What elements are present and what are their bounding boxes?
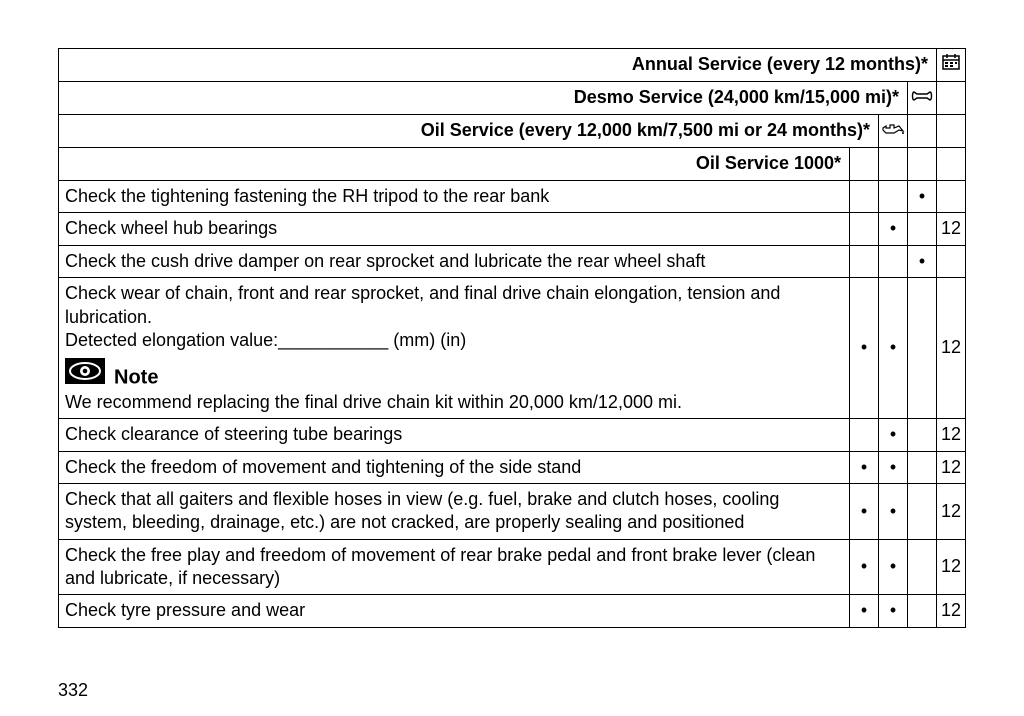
empty-cell <box>937 148 966 181</box>
note-text: We recommend replacing the final drive c… <box>65 392 682 412</box>
table-row: Check wheel hub bearings • 12 <box>59 213 966 245</box>
row-mark-c1: • <box>850 451 879 483</box>
table-row: Check clearance of steering tube bearing… <box>59 419 966 451</box>
row-mark-c3 <box>908 451 937 483</box>
row-mark-c1 <box>850 419 879 451</box>
row-mark-c4: 12 <box>937 419 966 451</box>
table-row: Check the free play and freedom of movem… <box>59 539 966 595</box>
oilcan-icon <box>881 120 905 140</box>
header-oil: Oil Service (every 12,000 km/7,500 mi or… <box>59 115 879 148</box>
empty-cell <box>850 148 879 181</box>
row-desc: Check wear of chain, front and rear spro… <box>59 278 850 419</box>
row-mark-c2: • <box>879 278 908 419</box>
row-mark-c1: • <box>850 539 879 595</box>
row-mark-c3 <box>908 595 937 627</box>
row-desc: Check tyre pressure and wear <box>59 595 850 627</box>
row-mark-c4: 12 <box>937 278 966 419</box>
row-desc-text: Check wear of chain, front and rear spro… <box>65 283 780 350</box>
header-desmo: Desmo Service (24,000 km/15,000 mi)* <box>59 82 908 115</box>
table-row: Check wear of chain, front and rear spro… <box>59 278 966 419</box>
row-desc: Check the cush drive damper on rear spro… <box>59 245 850 277</box>
row-mark-c2: • <box>879 483 908 539</box>
row-mark-c4: 12 <box>937 451 966 483</box>
header-desmo-icon-cell <box>908 82 937 115</box>
row-mark-c1 <box>850 245 879 277</box>
header-desmo-label: Desmo Service (24,000 km/15,000 mi)* <box>574 87 899 107</box>
row-mark-c2 <box>879 181 908 213</box>
table-row: Check tyre pressure and wear • • 12 <box>59 595 966 627</box>
row-desc: Check clearance of steering tube bearing… <box>59 419 850 451</box>
header-annual-label: Annual Service (every 12 months)* <box>632 54 928 74</box>
header-annual-icon-cell <box>937 49 966 82</box>
row-desc: Check the tightening fastening the RH tr… <box>59 181 850 213</box>
row-mark-c1: • <box>850 278 879 419</box>
row-mark-c1: • <box>850 483 879 539</box>
row-mark-c3 <box>908 419 937 451</box>
page-number: 332 <box>58 680 88 701</box>
table-row: Check the freedom of movement and tighte… <box>59 451 966 483</box>
service-table: Annual Service (every 12 months)* Desmo … <box>58 48 966 628</box>
row-desc: Check the free play and freedom of movem… <box>59 539 850 595</box>
table-row: Check the tightening fastening the RH tr… <box>59 181 966 213</box>
row-mark-c4 <box>937 181 966 213</box>
row-mark-c1 <box>850 213 879 245</box>
row-desc: Check wheel hub bearings <box>59 213 850 245</box>
row-mark-c2 <box>879 245 908 277</box>
calendar-icon <box>942 54 960 74</box>
header-oil1000: Oil Service 1000* <box>59 148 850 181</box>
row-desc: Check that all gaiters and flexible hose… <box>59 483 850 539</box>
row-mark-c4: 12 <box>937 483 966 539</box>
eye-icon <box>65 358 105 390</box>
row-mark-c1: • <box>850 595 879 627</box>
row-mark-c2: • <box>879 595 908 627</box>
row-mark-c4 <box>937 245 966 277</box>
row-mark-c2: • <box>879 213 908 245</box>
header-annual: Annual Service (every 12 months)* <box>59 49 937 82</box>
row-mark-c2: • <box>879 419 908 451</box>
header-oil1000-label: Oil Service 1000* <box>696 153 841 173</box>
row-desc: Check the freedom of movement and tighte… <box>59 451 850 483</box>
row-mark-c3 <box>908 539 937 595</box>
row-mark-c4: 12 <box>937 595 966 627</box>
row-mark-c1 <box>850 181 879 213</box>
wrench-icon <box>911 87 933 107</box>
row-mark-c4: 12 <box>937 213 966 245</box>
empty-cell <box>908 115 937 148</box>
service-table-page: Annual Service (every 12 months)* Desmo … <box>58 48 966 628</box>
row-mark-c2: • <box>879 539 908 595</box>
empty-cell <box>937 115 966 148</box>
row-mark-c3 <box>908 213 937 245</box>
note-box: Note We recommend replacing the final dr… <box>65 358 843 414</box>
row-mark-c3: • <box>908 245 937 277</box>
empty-cell <box>908 148 937 181</box>
header-oil-icon-cell <box>879 115 908 148</box>
row-mark-c3 <box>908 278 937 419</box>
row-mark-c3: • <box>908 181 937 213</box>
table-row: Check that all gaiters and flexible hose… <box>59 483 966 539</box>
note-label: Note <box>114 367 158 389</box>
row-mark-c2: • <box>879 451 908 483</box>
header-oil-label: Oil Service (every 12,000 km/7,500 mi or… <box>421 120 870 140</box>
row-mark-c4: 12 <box>937 539 966 595</box>
empty-cell <box>879 148 908 181</box>
empty-cell <box>937 82 966 115</box>
table-row: Check the cush drive damper on rear spro… <box>59 245 966 277</box>
row-mark-c3 <box>908 483 937 539</box>
